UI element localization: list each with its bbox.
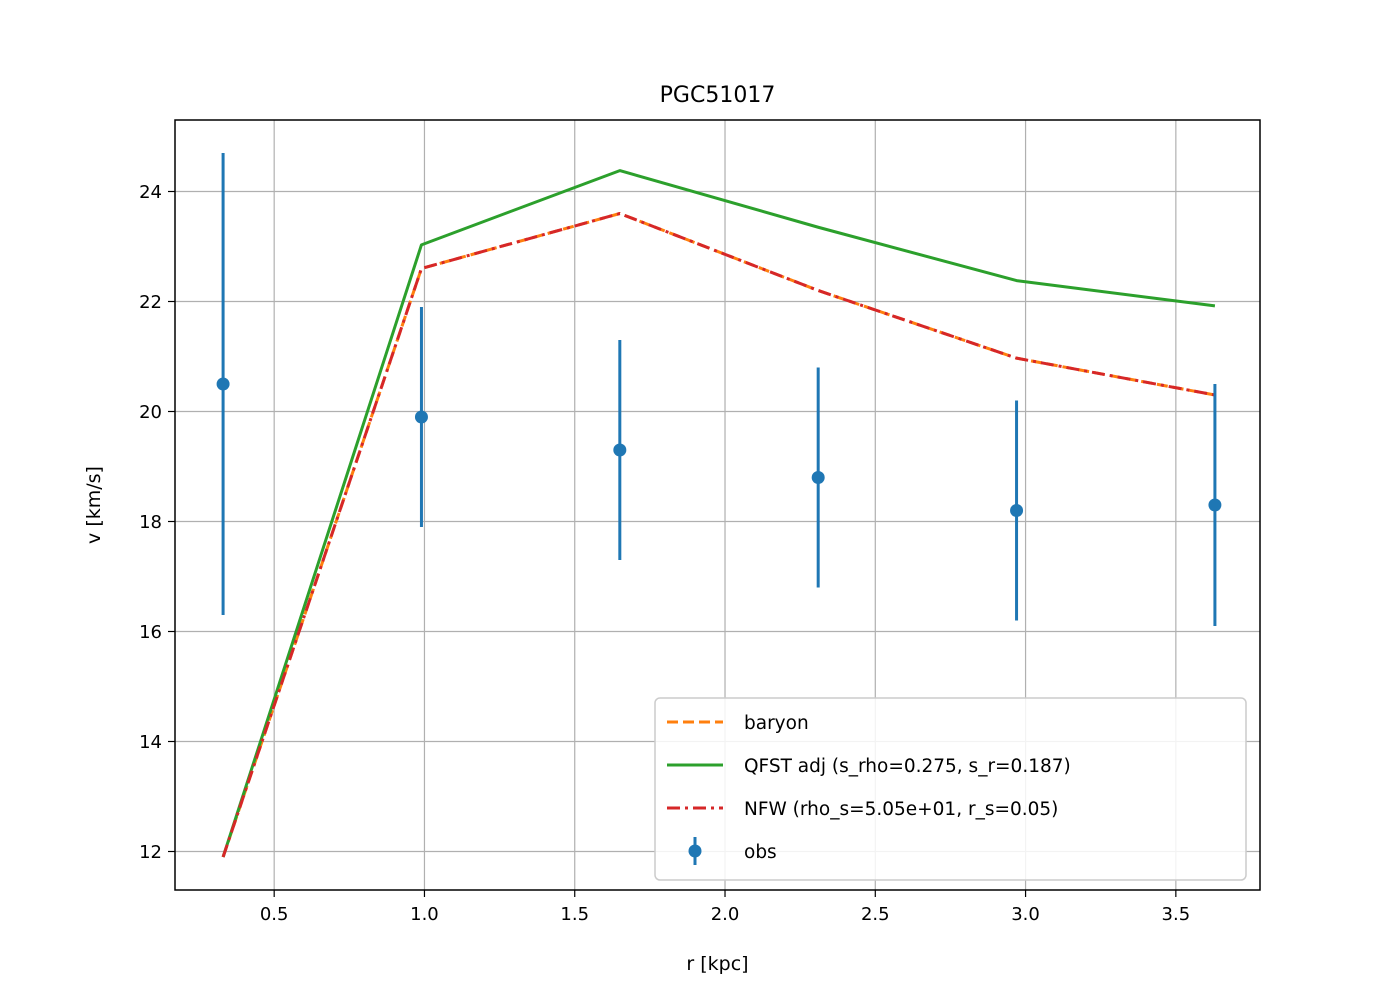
y-tick-label: 14 xyxy=(139,732,162,753)
obs-point xyxy=(613,443,627,457)
obs-point xyxy=(216,377,230,391)
x-tick-label: 3.0 xyxy=(1011,904,1040,925)
legend-label-3: obs xyxy=(744,842,777,863)
x-tick-label: 2.5 xyxy=(861,904,890,925)
legend-label-1: QFST adj (s_rho=0.275, s_r=0.187) xyxy=(744,756,1071,777)
series-line-1 xyxy=(221,169,1216,858)
x-tick-label: 1.0 xyxy=(410,904,439,925)
legend-box xyxy=(654,697,1247,881)
x-tick-label: 0.5 xyxy=(260,904,289,925)
legend-label-0: baryon xyxy=(744,713,809,734)
y-tick-label: 24 xyxy=(139,182,162,203)
y-tick-label: 18 xyxy=(139,512,162,533)
y-axis-label: v [km/s] xyxy=(83,466,105,544)
ticks: 0.5 1.0 1.5 2.0 2.5 3.0 3.5 12 14 16 18 20 22 24 xyxy=(139,182,1190,925)
x-tick-label: 1.5 xyxy=(560,904,589,925)
y-tick-label: 20 xyxy=(139,402,162,423)
obs-point xyxy=(1010,504,1024,517)
y-tick-label: 12 xyxy=(139,842,162,863)
grid xyxy=(175,120,1260,890)
y-tick-label: 16 xyxy=(139,622,162,643)
series-layer xyxy=(216,153,1222,858)
legend: baryon QFST adj (s_rho=0.275, s_r=0.187) N… xyxy=(654,697,1247,881)
legend-swatch-marker xyxy=(688,844,702,858)
x-tick-label: 3.5 xyxy=(1162,904,1191,925)
x-tick-label: 2.0 xyxy=(711,904,740,925)
series-line-2 xyxy=(221,212,1216,858)
obs-point xyxy=(1208,498,1222,512)
plot-frame xyxy=(174,119,1261,891)
x-axis-label: r [kpc] xyxy=(686,953,748,975)
obs-point xyxy=(811,471,825,484)
obs-point xyxy=(414,410,428,424)
chart-title: PGC51017 xyxy=(660,83,776,108)
y-tick-label: 22 xyxy=(139,292,162,313)
legend-label-2: NFW (rho_s=5.05e+01, r_s=0.05) xyxy=(744,799,1058,820)
